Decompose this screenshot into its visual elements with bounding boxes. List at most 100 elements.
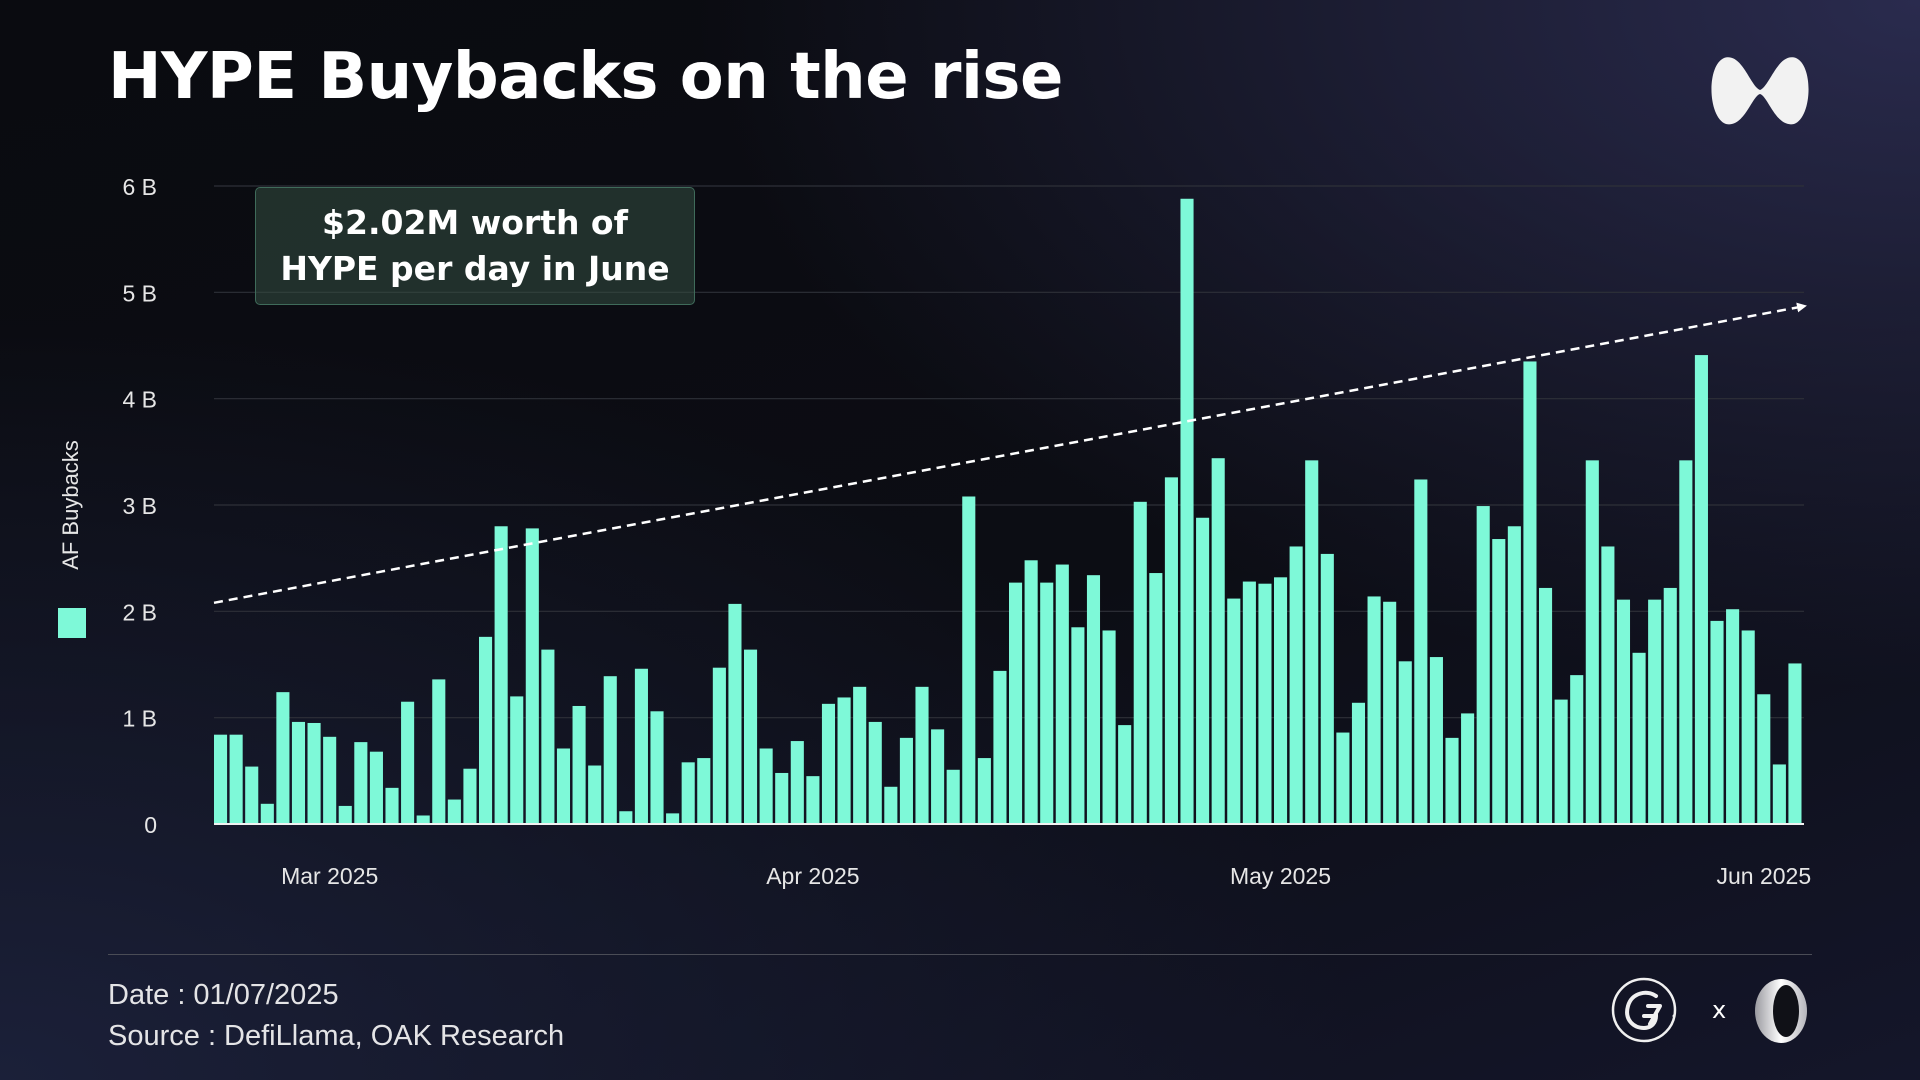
bar xyxy=(338,805,352,824)
bar xyxy=(1383,601,1397,824)
bar xyxy=(868,721,882,824)
bar xyxy=(1274,577,1288,824)
bar xyxy=(790,741,804,824)
bar xyxy=(1726,609,1740,824)
bar xyxy=(1445,737,1459,824)
bar xyxy=(1133,501,1147,824)
bar xyxy=(463,768,477,824)
bar xyxy=(479,636,493,824)
bar xyxy=(1227,598,1241,824)
bar xyxy=(307,722,321,824)
page-title: HYPE Buybacks on the rise xyxy=(108,40,1063,114)
bar xyxy=(572,705,586,824)
bar xyxy=(1102,630,1116,824)
bar xyxy=(946,769,960,824)
x-tick-label: May 2025 xyxy=(1230,863,1331,889)
y-tick-label: 6 B xyxy=(122,174,157,200)
bar xyxy=(1414,479,1428,824)
bar xyxy=(1118,725,1132,824)
bar xyxy=(1694,355,1708,824)
bar xyxy=(899,737,913,824)
bar xyxy=(276,692,290,824)
bar xyxy=(977,758,991,824)
bar xyxy=(962,496,976,824)
bar xyxy=(1164,477,1178,824)
bar xyxy=(1367,596,1381,824)
footer-source: Source : DefiLlama, OAK Research xyxy=(108,1020,565,1052)
bar xyxy=(1196,517,1210,824)
bar xyxy=(416,815,430,824)
y-tick-label: 2 B xyxy=(122,599,157,625)
bar xyxy=(619,811,633,824)
bar xyxy=(1040,582,1054,824)
bar-chart: 0 1 B 2 B 3 B 4 B 5 B 6 B Mar 2025 Apr 2025 May 2… xyxy=(122,174,1811,889)
bar xyxy=(1258,583,1272,824)
bar xyxy=(837,697,851,824)
y-tick-label: 4 B xyxy=(122,387,157,413)
bar xyxy=(666,813,680,824)
bar xyxy=(447,799,461,824)
bar xyxy=(1024,560,1038,824)
bar xyxy=(1757,694,1771,824)
bar xyxy=(1086,575,1101,824)
footer-date: Date : 01/07/2025 xyxy=(108,979,339,1011)
bar xyxy=(697,758,711,824)
bar xyxy=(541,649,555,824)
bar xyxy=(806,776,820,824)
bar xyxy=(821,703,836,824)
legend-swatch xyxy=(58,608,86,638)
bar xyxy=(759,748,773,824)
bar xyxy=(1336,732,1350,824)
bar xyxy=(1507,526,1521,824)
bar xyxy=(1492,539,1506,824)
bar xyxy=(681,762,695,824)
y-tick-label: 5 B xyxy=(122,280,157,306)
y-tick-label: 1 B xyxy=(122,706,157,732)
bar xyxy=(1632,652,1646,824)
bar xyxy=(494,526,508,824)
oak-logo-icon xyxy=(1755,979,1807,1043)
bar xyxy=(728,603,742,824)
bar xyxy=(1710,620,1724,824)
g7-logo-icon xyxy=(1611,977,1677,1043)
bar xyxy=(1539,587,1553,824)
bar xyxy=(588,765,602,824)
bar xyxy=(884,786,898,824)
bar xyxy=(323,736,337,824)
bar xyxy=(1601,546,1615,824)
bar xyxy=(1570,675,1584,824)
bar xyxy=(1055,564,1069,824)
bar xyxy=(369,751,383,824)
partner-separator: x xyxy=(1712,996,1727,1024)
bar xyxy=(1149,573,1163,824)
bar xyxy=(1071,627,1085,824)
bar xyxy=(1211,458,1225,824)
bar xyxy=(1180,198,1194,824)
bar xyxy=(385,787,399,824)
bar xyxy=(1242,581,1256,824)
bar xyxy=(229,734,243,824)
bar xyxy=(432,679,446,824)
bar xyxy=(1009,582,1023,824)
x-tick-label: Mar 2025 xyxy=(281,863,378,889)
bar xyxy=(1663,587,1677,824)
bar xyxy=(744,649,758,824)
hyperliquid-logo-icon xyxy=(1711,57,1809,125)
bar xyxy=(1351,702,1366,824)
bar xyxy=(354,742,368,824)
bar xyxy=(1554,699,1568,824)
bar xyxy=(1772,764,1786,824)
bar xyxy=(1305,460,1319,824)
y-tick-label: 3 B xyxy=(122,493,157,519)
x-tick-label: Jun 2025 xyxy=(1716,863,1811,889)
bar xyxy=(214,734,228,824)
bar xyxy=(1523,361,1537,824)
bar xyxy=(401,701,415,824)
bar xyxy=(260,803,274,824)
bar xyxy=(1679,460,1693,824)
bar xyxy=(1476,506,1490,824)
bar xyxy=(634,668,648,824)
bar xyxy=(525,528,539,824)
bar xyxy=(915,686,929,824)
bar xyxy=(603,676,617,824)
